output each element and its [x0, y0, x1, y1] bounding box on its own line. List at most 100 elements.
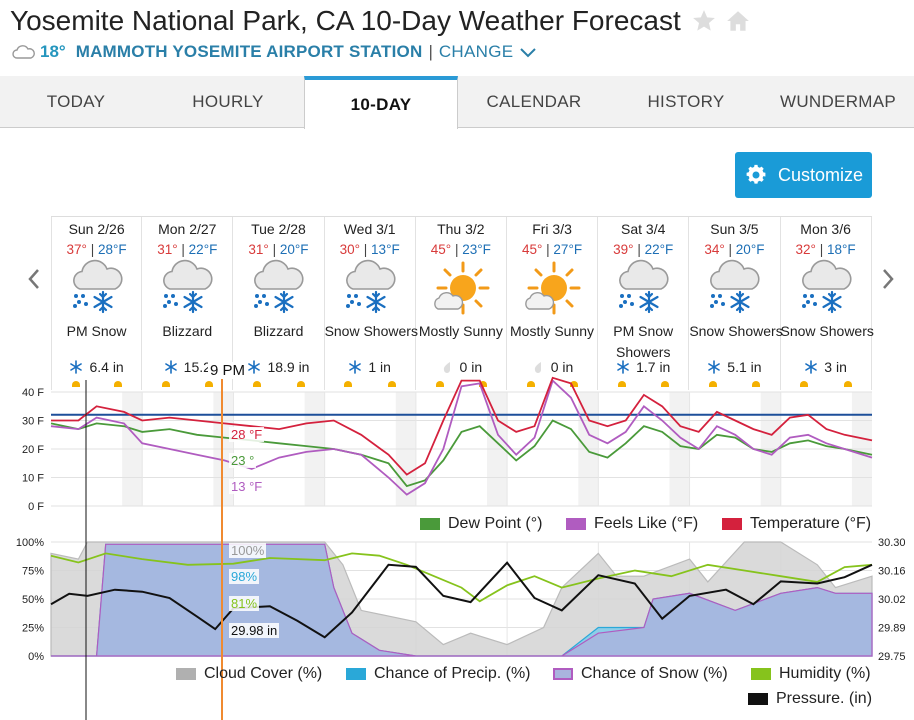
y-tick-label: 0 F [28, 501, 44, 513]
day-high: 30° [339, 242, 361, 257]
day-column[interactable]: Sat 3/4 39° | 22°F PM Snow Showers 1.7 i… [598, 217, 690, 390]
sunrise-marker [71, 381, 80, 387]
sunset-marker [570, 381, 579, 387]
tab-history[interactable]: HISTORY [647, 91, 725, 111]
day-temps: 31° | 22°F [157, 242, 218, 257]
day-column[interactable]: Fri 3/3 45° | 27°F Mostly Sunny 0 in [507, 217, 599, 390]
sun-dots [325, 381, 415, 387]
day-precip: 18.9 in [233, 359, 323, 375]
day-temps: 32° | 18°F [795, 242, 856, 257]
sunset-marker [843, 381, 852, 387]
raindrop-icon [534, 362, 541, 373]
day-temps: 31° | 20°F [248, 242, 309, 257]
sunset-marker [661, 381, 670, 387]
day-precip-amount: 1.7 in [636, 359, 671, 375]
legend-chance-snow[interactable]: Chance of Snow (%) [553, 665, 728, 683]
sunset-marker [114, 381, 123, 387]
snowflake-icon [708, 360, 721, 374]
day-precip-amount: 3 in [824, 359, 847, 375]
station-name-link[interactable]: MAMMOTH YOSEMITE AIRPORT STATION [75, 42, 423, 61]
day-label: Tue 2/28 [251, 221, 306, 237]
day-column[interactable]: Wed 3/1 30° | 13°F Snow Showers 1 in [324, 217, 418, 390]
change-station-link[interactable]: CHANGE [438, 42, 514, 61]
day-high: 39° [613, 242, 634, 257]
home-icon[interactable] [725, 8, 751, 34]
star-icon[interactable] [691, 8, 717, 34]
day-column[interactable]: Tue 2/28 31° | 20°F Blizzard 18.9 in [233, 217, 325, 390]
day-precip: 0 in [416, 359, 506, 375]
hover-temp-value: 28 °F [229, 427, 265, 442]
legend-chance-precip[interactable]: Chance of Precip. (%) [346, 665, 531, 683]
day-condition: Mostly Sunny [418, 323, 503, 339]
sunrise-marker [344, 381, 353, 387]
day-column[interactable]: Mon 3/6 32° | 18°F Snow Showers 3 in [780, 217, 874, 390]
day-precip-amount: 1 in [368, 359, 391, 375]
sunset-marker [387, 381, 396, 387]
hover-feels-value: 13 °F [229, 479, 265, 494]
tab-hourly[interactable]: HOURLY [192, 91, 264, 111]
day-column[interactable]: Sun 2/26 37° | 28°F PM Snow 6.4 in [51, 217, 143, 390]
y-tick-label: 100% [16, 537, 44, 549]
day-column[interactable]: Mon 2/27 31° | 22°F Blizzard 15.2 [142, 217, 234, 390]
day-temps: 45° | 27°F [521, 242, 583, 257]
y2-tick-label: 30.16 [878, 566, 906, 578]
day-precip: 6.4 in [52, 359, 141, 375]
day-low: 22°F [188, 242, 218, 257]
prev-arrow-icon[interactable] [24, 264, 44, 294]
day-condition: Snow Showers [324, 323, 418, 339]
day-high: 45° [430, 242, 452, 257]
day-high: 45° [521, 242, 543, 257]
day-precip: 15.2 [142, 359, 232, 375]
tab-10-day[interactable]: 10-DAY [304, 76, 458, 129]
sun-dots [781, 381, 871, 387]
snow-cloud-icon [254, 259, 305, 314]
day-condition: Snow Showers [780, 323, 874, 339]
legend-dew-point[interactable]: Dew Point (°) [420, 515, 542, 533]
sun-dots [689, 381, 779, 387]
legend-pressure[interactable]: Pressure. (in) [748, 690, 872, 708]
hover-cloud-value: 100% [229, 543, 267, 558]
day-precip-amount: 0 in [459, 359, 483, 375]
day-label: Sun 2/26 [68, 221, 125, 237]
day-precip-amount: 5.1 in [727, 359, 762, 375]
snowflake-icon [248, 360, 261, 374]
next-arrow-icon[interactable] [878, 264, 898, 294]
legend-temperature[interactable]: Temperature (°F) [722, 515, 871, 533]
snow-cloud-icon [801, 259, 852, 314]
customize-label: Customize [777, 164, 864, 185]
day-high: 31° [248, 242, 269, 257]
day-low: 20°F [279, 242, 309, 257]
y-tick-label: 40 F [22, 387, 44, 399]
day-precip: 5.1 in [689, 359, 779, 375]
snow-cloud-icon [619, 259, 669, 314]
tab-wundermap[interactable]: WUNDERMAP [779, 91, 897, 111]
tab-calendar[interactable]: CALENDAR [486, 91, 582, 111]
series-line [51, 376, 873, 476]
forecast-days: Sun 2/26 37° | 28°F PM Snow 6.4 in Mon 2… [51, 216, 874, 390]
legend-feels-like[interactable]: Feels Like (°F) [566, 515, 698, 533]
tab-today[interactable]: TODAY [46, 91, 106, 111]
partly-sunny-icon [525, 261, 581, 315]
y-tick-label: 25% [22, 623, 44, 635]
sun-dots [416, 381, 506, 387]
customize-button[interactable]: Customize [735, 152, 872, 198]
day-column[interactable]: Sun 3/5 34° | 20°F Snow Showers 5.1 in [689, 217, 783, 390]
hover-precip-value: 98% [229, 569, 260, 584]
day-temps: 39° | 22°F [613, 242, 674, 257]
legend-humidity[interactable]: Humidity (%) [751, 665, 871, 683]
y-tick-label: 10 F [22, 473, 44, 485]
legend-cloud-cover[interactable]: Cloud Cover (%) [176, 665, 322, 683]
day-condition: Snow Showers [689, 323, 783, 339]
day-precip-amount: 0 in [550, 359, 574, 375]
day-column[interactable]: Thu 3/2 45° | 23°F Mostly Sunny 0 in [416, 217, 507, 390]
day-precip-amount: 6.4 in [89, 359, 124, 375]
gear-icon [746, 164, 766, 184]
hover-humidity-value: 81% [229, 596, 260, 611]
page-title: Yosemite National Park, CA 10-Day Weathe… [10, 5, 681, 36]
sunset-marker [752, 381, 761, 387]
day-low: 18°F [826, 242, 856, 257]
chevron-down-icon[interactable] [519, 46, 537, 58]
day-low: 13°F [371, 242, 400, 257]
y-tick-label: 50% [22, 594, 44, 606]
